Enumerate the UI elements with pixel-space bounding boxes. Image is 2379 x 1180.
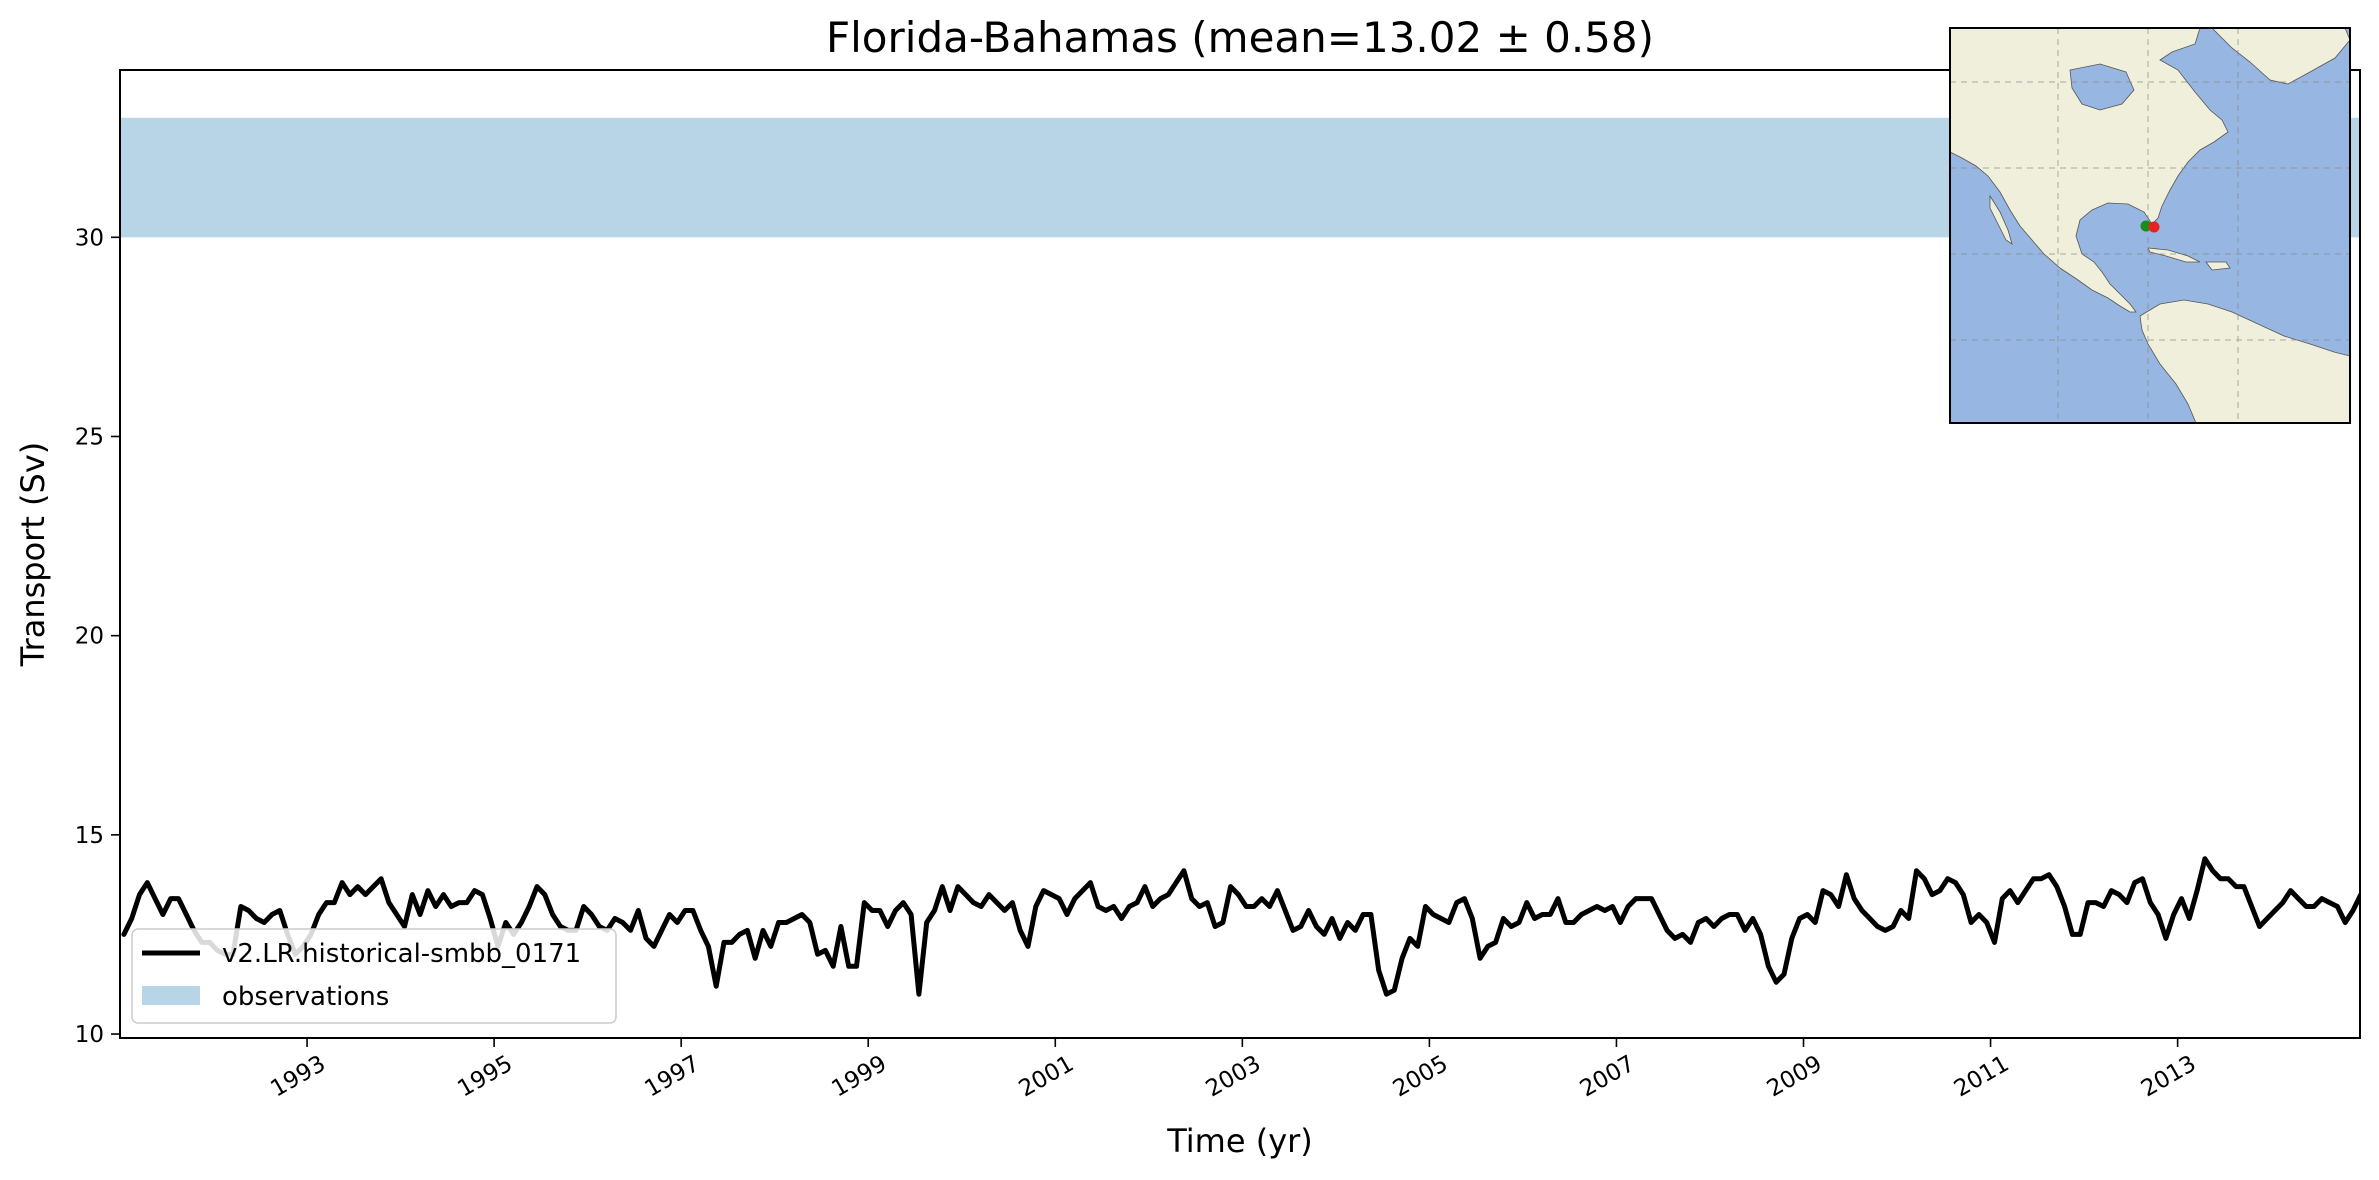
x-tick-label: 1997 bbox=[640, 1051, 704, 1103]
inset-map-marker-green bbox=[2140, 220, 2152, 232]
legend-box bbox=[131, 928, 617, 1024]
x-axis-label: Time (yr) bbox=[1166, 1122, 1313, 1160]
inset-map-frame bbox=[1949, 27, 2351, 424]
x-tick-label: 1995 bbox=[453, 1051, 517, 1103]
inset-map-land bbox=[1950, 28, 2350, 423]
legend: v2.LR.historical-smbb_0171 observations bbox=[131, 928, 617, 1024]
inset-map-gridlines bbox=[1950, 28, 2350, 423]
x-tick-label: 1993 bbox=[266, 1051, 330, 1103]
legend-observations-label: observations bbox=[222, 982, 389, 1012]
y-tick-label: 20 bbox=[75, 624, 104, 650]
baja-california bbox=[1989, 194, 2013, 245]
legend-series-label: v2.LR.historical-smbb_0171 bbox=[222, 939, 581, 969]
y-tick-label: 15 bbox=[75, 823, 104, 849]
greenland-landmass bbox=[2211, 28, 2350, 85]
north-america-landmass bbox=[1950, 28, 2229, 313]
x-tick-label: 2001 bbox=[1015, 1051, 1079, 1103]
x-tick-label: 2003 bbox=[1202, 1051, 1266, 1103]
legend-observations-swatch bbox=[142, 986, 200, 1005]
x-tick-label: 2011 bbox=[1950, 1051, 2014, 1103]
south-america-landmass bbox=[2139, 299, 2350, 423]
x-tick-label: 2007 bbox=[1576, 1051, 1640, 1103]
chart-title: Florida-Bahamas (mean=13.02 ± 0.58) bbox=[826, 13, 1654, 62]
inset-map-marker-red bbox=[2148, 221, 2160, 233]
x-tick-label: 2013 bbox=[2137, 1051, 2201, 1103]
y-tick-label: 30 bbox=[75, 225, 104, 251]
hispaniola-island bbox=[2205, 261, 2231, 271]
cuba-island bbox=[2147, 247, 2201, 263]
x-tick-label: 1999 bbox=[828, 1051, 892, 1103]
hudson-bay bbox=[2069, 63, 2135, 111]
y-tick-label: 10 bbox=[75, 1022, 104, 1048]
x-tick-label: 2009 bbox=[1763, 1051, 1827, 1103]
inset-map bbox=[1949, 27, 2351, 424]
plot-frame bbox=[119, 69, 2361, 1039]
x-tick-label: 2005 bbox=[1389, 1051, 1453, 1103]
y-tick-label: 25 bbox=[75, 424, 104, 450]
y-axis-label: Transport (Sv) bbox=[14, 442, 52, 668]
